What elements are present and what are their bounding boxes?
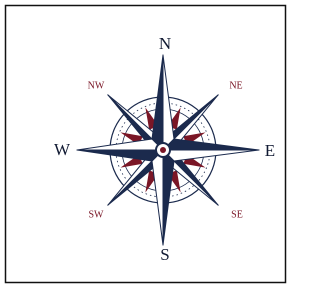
direction-label: W xyxy=(54,140,71,159)
center-dot xyxy=(160,147,166,153)
direction-label: SE xyxy=(231,209,243,220)
direction-label: NE xyxy=(229,80,242,91)
direction-label: NW xyxy=(88,80,105,91)
direction-label: SW xyxy=(89,209,105,220)
direction-label: S xyxy=(160,245,169,264)
compass-image: N NE E SE S SW W NW xyxy=(0,0,290,287)
direction-label: N xyxy=(159,34,171,53)
direction-label: E xyxy=(265,141,275,160)
